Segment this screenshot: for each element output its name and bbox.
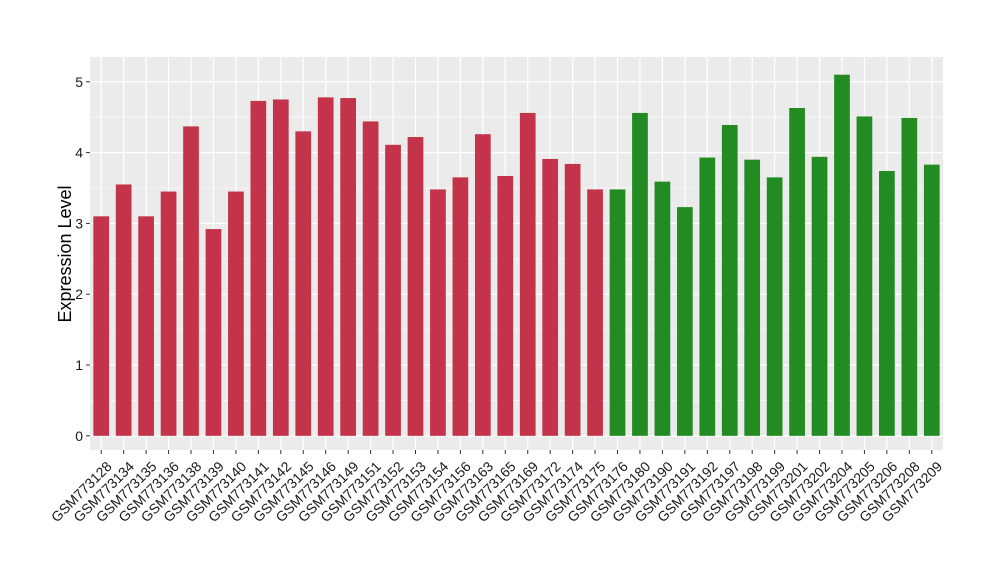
x-axis: GSM773128GSM773134GSM773135GSM773136GSM7… [48,450,945,525]
y-tick-label: 5 [75,74,83,90]
bar [452,177,469,436]
bar [183,126,199,436]
bar [632,112,648,436]
y-tick-label: 1 [75,357,83,373]
bar [115,184,132,436]
y-tick-label: 4 [75,145,83,161]
y-tick-label: 2 [75,286,83,302]
bar [766,177,783,436]
bar [721,124,738,436]
y-axis-title: Expression Level [55,185,75,322]
bars [93,74,940,436]
bar [407,137,424,436]
bar [205,229,222,436]
bar [587,189,603,436]
bar [519,112,536,436]
bar [340,98,357,436]
bar [879,171,895,436]
bar [295,131,312,436]
y-tick-label: 0 [75,428,83,444]
bar [160,191,177,436]
bar [676,207,693,436]
bar [250,100,267,436]
bar [385,144,401,436]
bar [542,158,559,436]
bar [272,99,289,436]
bar [654,181,671,436]
bar [789,107,805,436]
bar [362,121,379,436]
bar [923,164,940,436]
bar [609,189,626,436]
y-axis: 0 1 2 3 4 5 [75,74,90,444]
bar [474,134,491,436]
bar [317,97,334,436]
bar [497,175,514,436]
bar [744,159,761,436]
bar [901,117,918,436]
y-tick-label: 3 [75,215,83,231]
bar [856,116,873,436]
bar [228,191,244,436]
bar [93,216,110,436]
bar [564,163,581,436]
bar [699,157,716,436]
bar [811,156,828,436]
bar [430,189,446,436]
bar [138,216,154,436]
bar [834,74,850,436]
